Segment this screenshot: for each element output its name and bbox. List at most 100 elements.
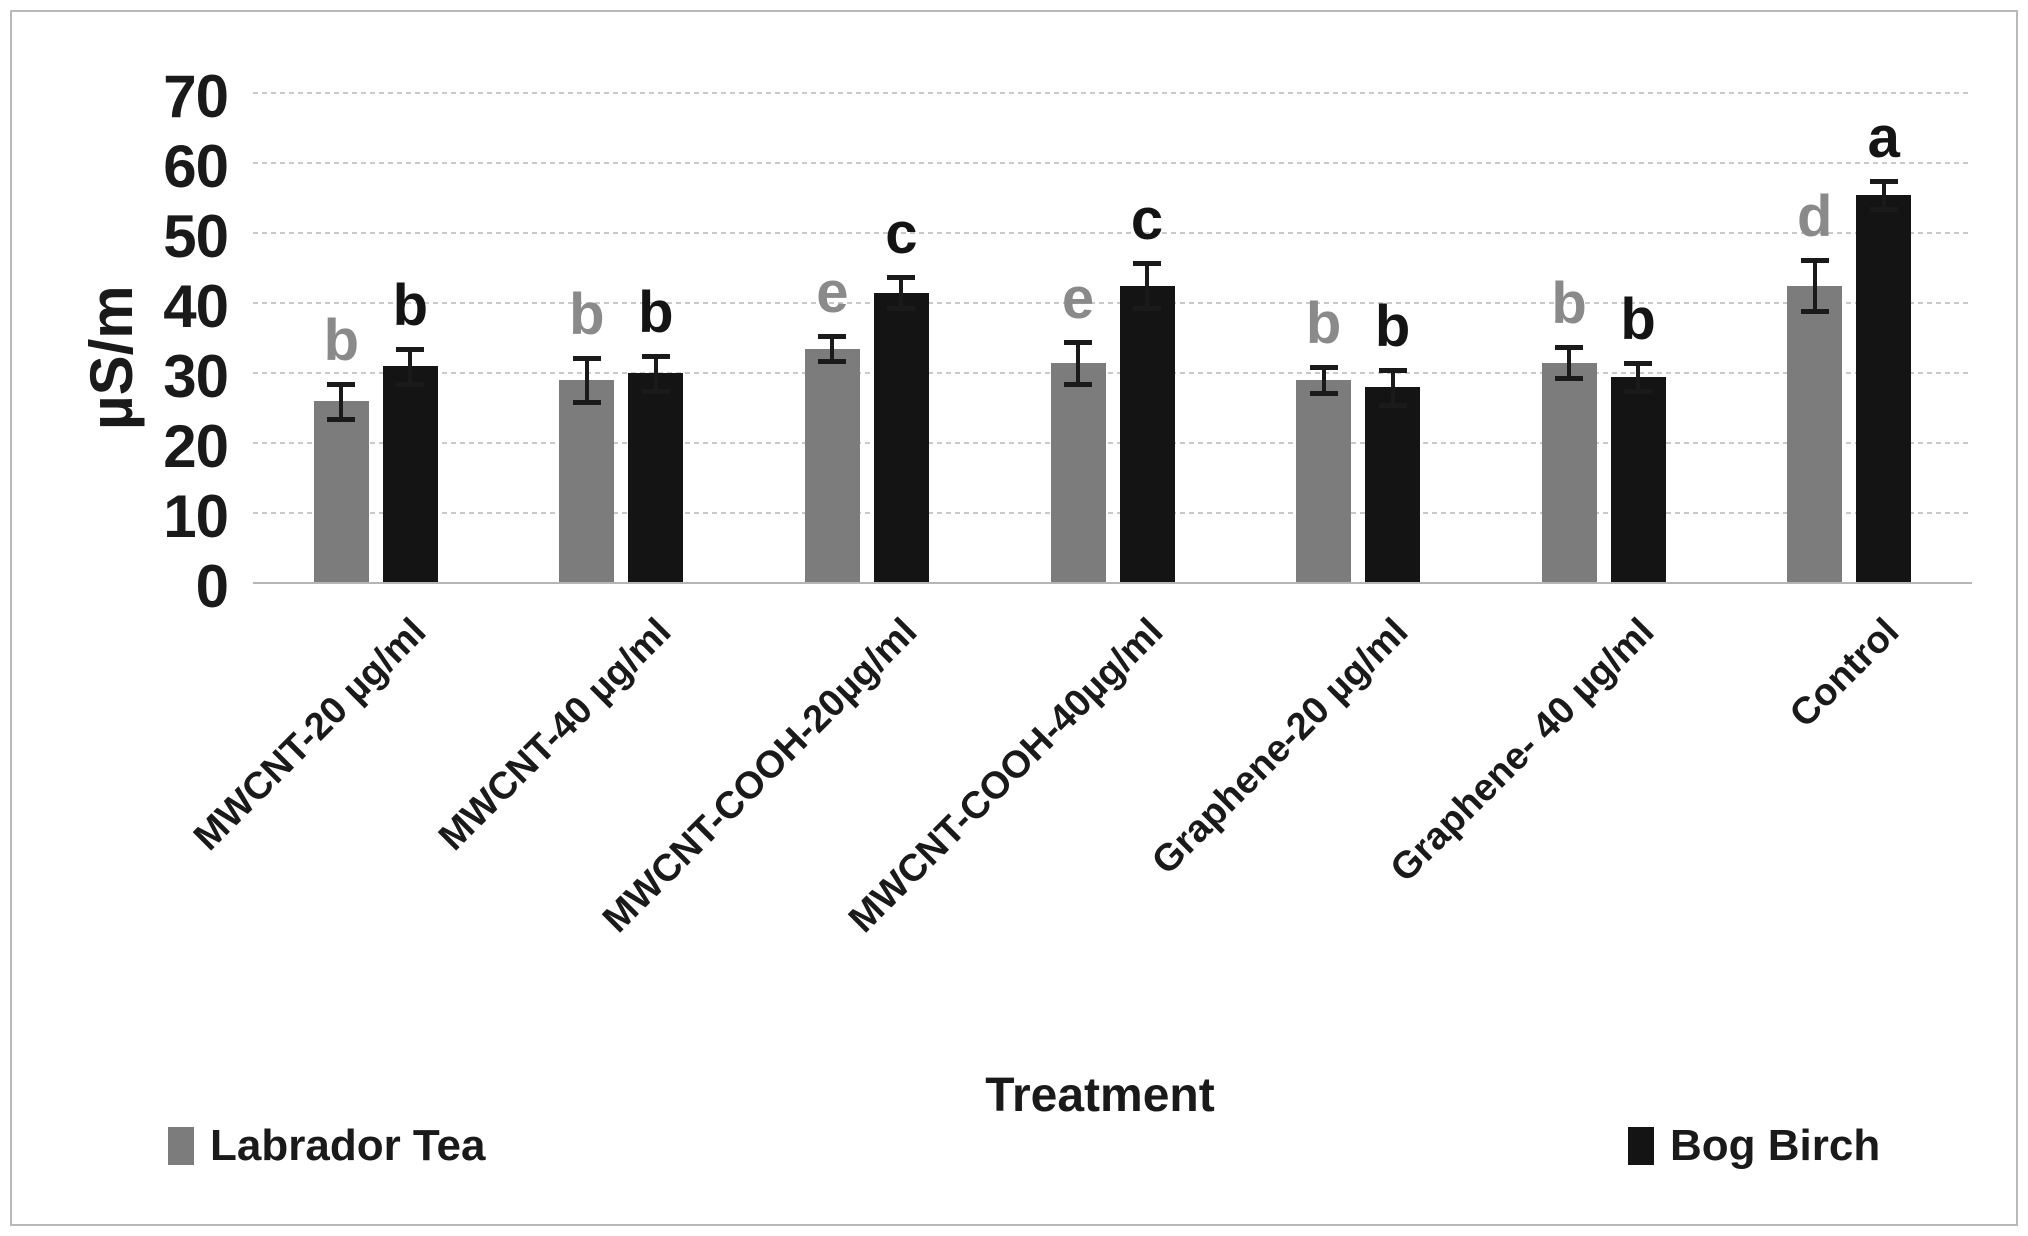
error-bar (1321, 367, 1326, 393)
legend-label-bog-birch: Bog Birch (1670, 1121, 1881, 1170)
significance-letter: d (1796, 184, 1833, 250)
error-bar-cap (1133, 305, 1161, 311)
error-bar-cap (396, 346, 425, 352)
error-bar-cap (1133, 261, 1161, 267)
error-bar-cap (818, 333, 847, 339)
x-axis-category-label: MWCNT-20 µg/ml (185, 610, 435, 859)
error-bar-cap (1800, 258, 1829, 264)
error-bar (1390, 369, 1395, 405)
significance-letter: b (323, 307, 359, 373)
error-bar (1812, 260, 1817, 311)
error-bar (1881, 180, 1886, 209)
bar-labrador-tea-5 (1296, 380, 1352, 582)
bar-bog-birch-6 (1610, 376, 1666, 582)
significance-letter: c (1130, 187, 1164, 253)
gridline (253, 232, 1972, 234)
error-bar-cap (1624, 388, 1653, 394)
y-axis-tick-label: 70 (163, 63, 229, 130)
error-bar (899, 277, 904, 308)
error-bar-cap (887, 305, 916, 311)
error-bar-cap (641, 353, 670, 359)
significance-letter: e (1061, 265, 1095, 331)
bar-labrador-tea-7 (1787, 285, 1843, 582)
error-bar (1567, 347, 1572, 378)
x-axis-category-label: Control (1782, 610, 1908, 736)
x-axis-category-label: Graphene-20 µg/ml (1144, 610, 1417, 883)
error-bar-cap (1869, 206, 1898, 212)
y-axis-tick-label: 10 (163, 483, 229, 550)
y-axis-tick-label: 50 (163, 203, 229, 270)
bar-bog-birch-2 (628, 373, 684, 582)
gridline (253, 512, 1972, 514)
error-bar-cap (1309, 365, 1338, 371)
bar-bog-birch-3 (873, 292, 929, 582)
error-bar-cap (887, 275, 916, 281)
error-bar-cap (641, 388, 670, 394)
gridline (253, 442, 1972, 444)
bar-bog-birch-4 (1119, 285, 1175, 582)
x-axis-baseline (253, 582, 1972, 584)
error-bar-cap (1378, 367, 1407, 373)
error-bar (584, 357, 589, 403)
error-bar (830, 335, 835, 362)
error-bar-cap (1555, 345, 1584, 351)
error-bar (1145, 263, 1149, 308)
gridline (253, 162, 1972, 164)
x-axis-category-label: MWCNT-40 µg/ml (431, 610, 680, 859)
significance-letter: b (392, 272, 428, 338)
error-bar-cap (1064, 339, 1092, 345)
gridline (253, 302, 1972, 304)
error-bar-cap (1624, 360, 1653, 366)
error-bar-cap (1064, 381, 1092, 387)
legend-swatch-bog-birch-icon (1628, 1127, 1654, 1165)
significance-letter: e (816, 259, 849, 325)
gridline (253, 92, 1972, 94)
error-bar (339, 383, 344, 419)
legend-swatch-labrador-tea-icon (168, 1127, 194, 1165)
error-bar-cap (327, 416, 356, 422)
error-bar-cap (327, 381, 356, 387)
error-bar-cap (1378, 402, 1407, 408)
error-bar-cap (1800, 308, 1829, 314)
significance-letter: b (1620, 286, 1656, 352)
error-bar (408, 348, 413, 384)
bar-labrador-tea-6 (1541, 362, 1597, 582)
significance-letter: a (1867, 104, 1900, 170)
error-bar-cap (572, 400, 601, 406)
bar-bog-birch-1 (382, 366, 438, 582)
significance-letter: b (1374, 293, 1411, 359)
significance-letter: b (638, 279, 674, 345)
error-bar-cap (818, 359, 847, 365)
bar-labrador-tea-2 (559, 380, 615, 582)
error-bar (653, 355, 658, 391)
error-bar-cap (396, 381, 425, 387)
y-axis-tick-label: 60 (163, 133, 229, 200)
error-bar-cap (1555, 375, 1584, 381)
x-axis-category-label: Graphene- 40 µg/ml (1382, 610, 1662, 891)
legend-item-labrador-tea: Labrador Tea (168, 1124, 485, 1168)
significance-letter: b (569, 281, 605, 347)
x-axis-title: Treatment (985, 1069, 1215, 1122)
error-bar-cap (1309, 390, 1338, 396)
bar-labrador-tea-1 (313, 401, 369, 582)
figure-border (10, 10, 2018, 1226)
legend-label-labrador-tea: Labrador Tea (210, 1121, 486, 1170)
significance-letter: c (885, 201, 918, 267)
y-axis-tick-label: 30 (163, 343, 229, 410)
bar-labrador-tea-4 (1050, 362, 1106, 582)
significance-letter: b (1305, 291, 1342, 357)
y-axis-tick-label: 20 (163, 413, 229, 480)
error-bar-cap (1869, 178, 1898, 184)
error-bar (1636, 362, 1641, 391)
y-axis-tick-label: 40 (163, 273, 229, 340)
bar-labrador-tea-3 (804, 348, 860, 582)
bar-bog-birch-5 (1365, 387, 1421, 582)
significance-letter: b (1551, 271, 1587, 337)
error-bar-cap (572, 355, 601, 361)
bar-bog-birch-7 (1856, 194, 1912, 582)
gridline (253, 372, 1972, 374)
legend-item-bog-birch: Bog Birch (1628, 1124, 1880, 1168)
y-axis-tick-label: 0 (195, 553, 229, 620)
error-bar (1076, 341, 1080, 384)
